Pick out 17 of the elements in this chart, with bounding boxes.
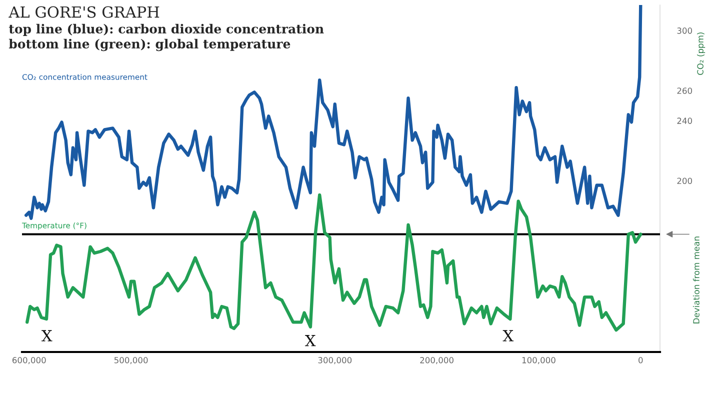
annotation: X [502, 330, 514, 342]
annotation: X [42, 330, 52, 342]
x-tick-label: 200,000 [420, 357, 454, 364]
y-axis-title: CO₂ (ppm) [697, 32, 706, 75]
ref-line-label: Deviation from mean [692, 236, 700, 324]
annotation: X [305, 335, 316, 346]
x-tick-label: 500,000 [114, 357, 148, 364]
chart-title: AL GORE'S GRAPH [8, 6, 160, 18]
text: top line (blue): carbon dioxide concentration bottom line (green): global temperature [8, 24, 324, 52]
y-tick-label: 300 [677, 28, 692, 34]
y-tick-label: 240 [677, 118, 692, 124]
x-tick-label: 300,000 [318, 357, 352, 364]
x-tick-label: 600,000 [12, 357, 46, 364]
y-tick-label: 260 [677, 88, 692, 94]
x-tick-label: 0 [638, 357, 643, 364]
x-tick-label: 100,000 [522, 357, 556, 364]
y-tick-label: 200 [677, 178, 692, 184]
